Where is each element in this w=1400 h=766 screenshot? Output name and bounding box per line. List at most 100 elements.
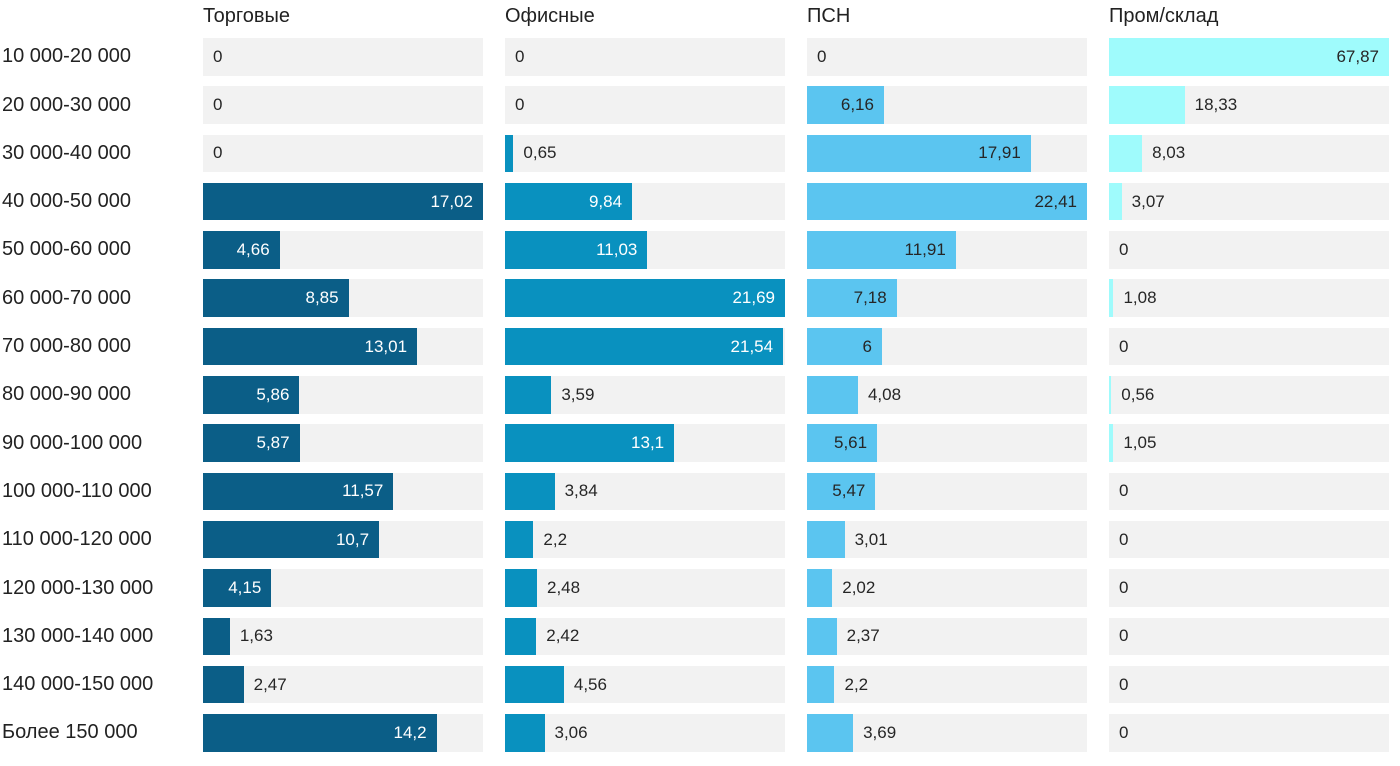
bar-track: 2,42 [505,617,785,656]
bar [1109,279,1114,317]
value-label: 0 [1119,529,1129,549]
bar [807,231,956,269]
value-label: 21,69 [732,288,775,308]
value-label: 22,41 [1034,191,1077,211]
bar [203,231,280,269]
value-label: 2,2 [543,529,568,549]
value-label: 2,47 [253,674,287,694]
bar-track: 0 [203,38,483,76]
value-label: 13,01 [364,336,408,356]
bar [203,279,349,317]
bar-track: 14,2 [203,714,483,752]
value-label: 5,47 [832,481,866,501]
chart-row: 80 000-90 000 5,86 3,59 4,08 0,56 [0,376,1400,414]
value-label: 0 [1119,578,1129,598]
bar-track: 2,2 [505,520,785,559]
bar-track: 1,08 [1109,279,1389,317]
value-label: 2,37 [846,626,880,646]
bar-track: 8,03 [1109,134,1389,173]
bar-track: 4,66 [203,231,483,269]
bar-track: 4,08 [807,376,1087,414]
bar-track: 0 [203,134,483,173]
value-label: 0 [213,143,223,163]
bar [1109,86,1185,124]
value-label: 2,02 [842,578,876,598]
bar [203,327,418,366]
bar [203,472,394,511]
bar [807,86,884,124]
value-label: 0 [1119,674,1129,694]
bar-track: 2,37 [807,617,1087,656]
column-header-ofisnye: Офисные [505,5,595,27]
value-label: 3,01 [854,529,888,549]
chart-row: 110 000-120 000 10,7 2,2 3,01 0 [0,520,1400,559]
value-label: 11,03 [596,239,638,259]
chart-rows: 10 000-20 000 0 0 0 67,87 20 000-30 000 0 0 6,16… [0,38,1400,752]
value-label: 0 [1119,239,1129,259]
category-label: 140 000-150 000 [2,673,154,696]
bar [505,327,784,366]
bar-track: 3,06 [505,714,785,752]
bar [1109,134,1143,173]
bar [1109,38,1389,76]
bar [807,665,835,704]
bar [203,182,483,221]
bar-track: 0 [1109,617,1389,656]
bar [203,617,230,656]
bar [505,279,785,317]
bar-track: 13,01 [203,327,483,366]
category-label: 120 000-130 000 [2,576,154,599]
category-label: 20 000-30 000 [2,93,132,116]
bar-track: 0 [807,38,1087,76]
value-label: 0 [515,95,525,115]
category-label: 130 000-140 000 [2,624,154,647]
bar [505,714,545,752]
bar [807,376,858,414]
value-label: 67,87 [1336,46,1379,66]
bar-track: 7,18 [807,279,1087,317]
category-label: 100 000-110 000 [2,479,152,502]
value-label: 9,84 [588,191,623,211]
bar-track: 5,86 [203,376,483,414]
chart-row: 50 000-60 000 4,66 11,03 11,91 0 [0,231,1400,269]
value-label: 1,05 [1123,433,1157,453]
bar-track: 21,69 [505,279,785,317]
value-label: 8,03 [1152,143,1186,163]
value-label: 3,07 [1131,191,1165,211]
value-label: 18,33 [1194,95,1238,115]
bar [1109,424,1114,462]
bar-track: 2,02 [807,569,1087,607]
bar [807,134,1031,173]
value-label: 0 [1119,626,1129,646]
bar-track: 0 [1109,665,1389,704]
value-label: 2,42 [546,626,580,646]
chart-row: 140 000-150 000 2,47 4,56 2,2 0 [0,665,1400,704]
bar-track: 22,41 [807,182,1087,221]
bar [1109,376,1112,414]
bar-track: 2,2 [807,665,1087,704]
bar-track: 0 [1109,472,1389,511]
value-label: 6,16 [840,95,874,115]
chart-row: 60 000-70 000 8,85 21,69 7,18 1,08 [0,279,1400,317]
chart-row: 10 000-20 000 0 0 0 67,87 [0,38,1400,76]
bar-track: 3,84 [505,472,785,511]
bar-track: 10,7 [203,520,483,559]
value-label: 0 [213,95,223,115]
category-label: 10 000-20 000 [2,45,132,68]
chart-row: 70 000-80 000 13,01 21,54 6 0 [0,327,1400,366]
column-header-prom-sklad: Пром/склад [1109,5,1219,27]
value-label: 8,85 [305,288,339,308]
bar [807,182,1087,221]
bar [1109,182,1122,221]
bar-track: 17,91 [807,134,1087,173]
bar-track: 3,07 [1109,182,1389,221]
column-header-torgovye: Торговые [203,5,291,27]
bar [505,182,633,221]
bar [807,472,876,511]
bar-track: 3,59 [505,376,785,414]
chart-row: 120 000-130 000 4,15 2,48 2,02 0 [0,569,1400,607]
bar [807,327,882,366]
value-label: 17,02 [430,191,473,211]
bar-track: 0 [1109,714,1389,752]
value-label: 0,56 [1121,384,1155,404]
